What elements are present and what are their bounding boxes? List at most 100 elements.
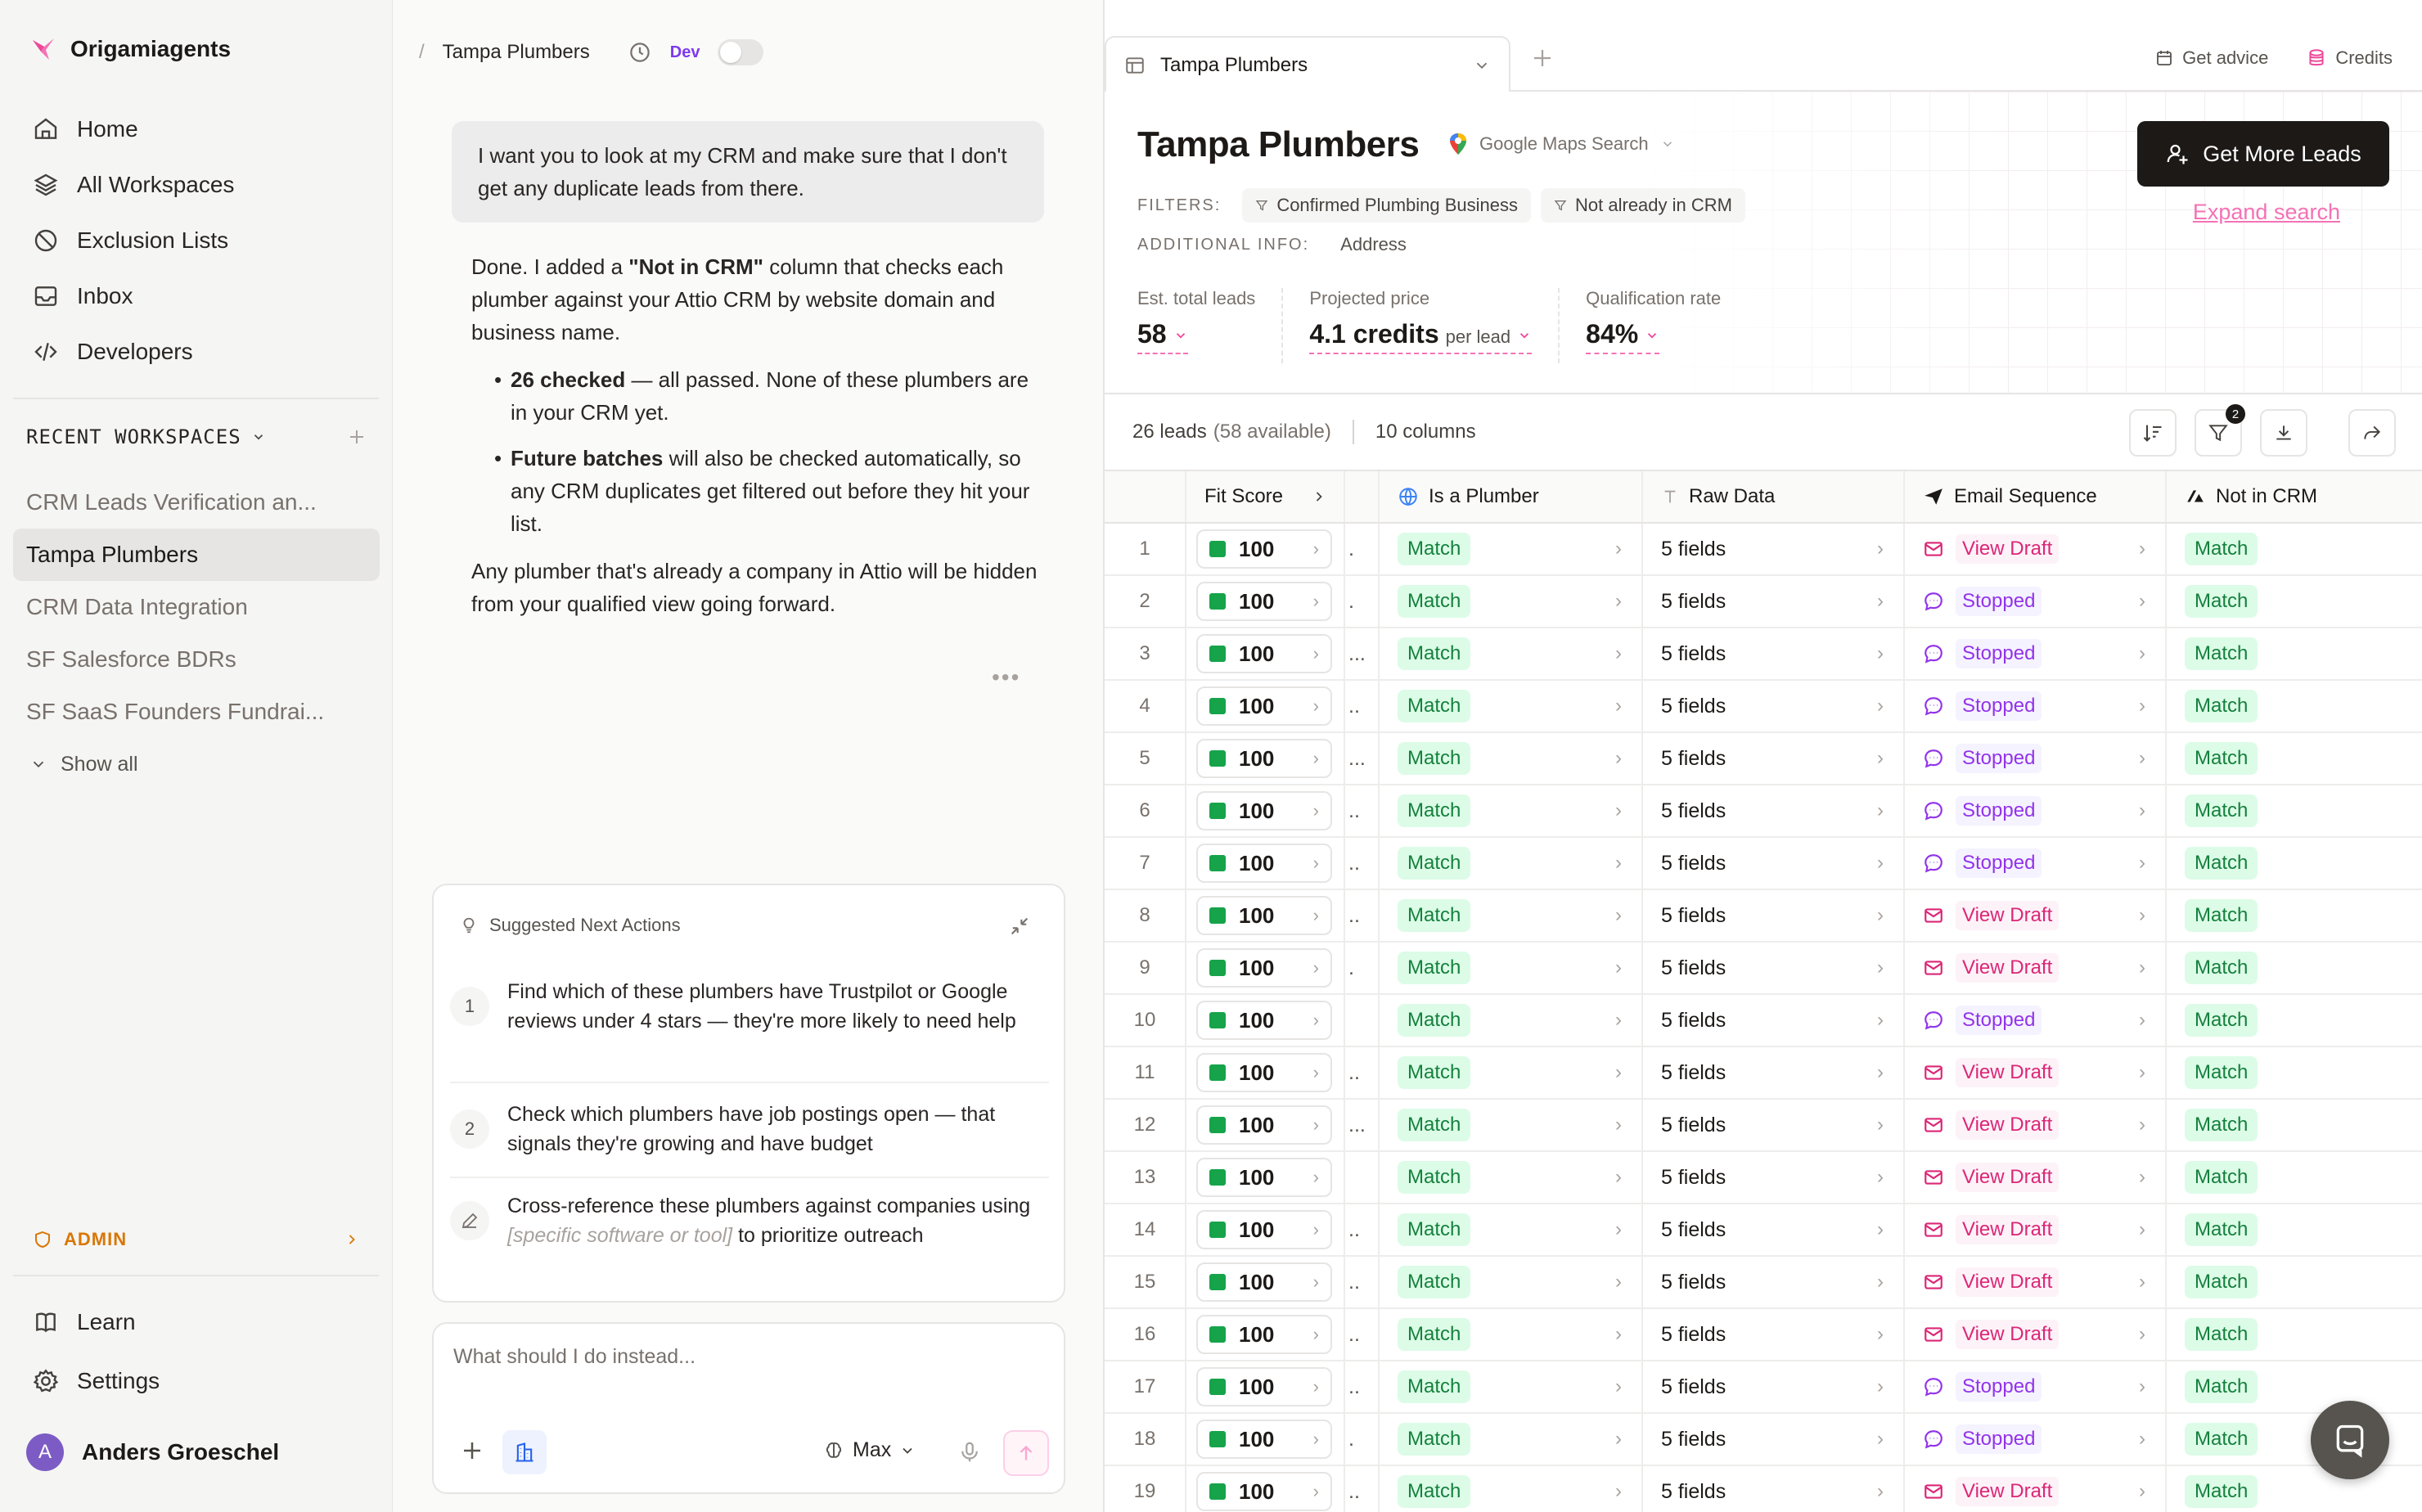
email-sequence-cell[interactable]: View Draft › [1905,1100,2167,1150]
add-workspace-icon[interactable] [347,427,367,447]
email-sequence-cell[interactable]: Stopped › [1905,628,2167,679]
truncated-cell[interactable]: .. [1345,1466,1380,1512]
not-in-crm-cell[interactable]: Match [2167,943,2422,993]
is-a-plumber-cell[interactable]: Match › [1380,995,1643,1046]
table-row[interactable]: 18 100 › . Match › 5 fields › Stop [1105,1414,2422,1466]
document-icon[interactable] [502,1430,547,1474]
fit-score-button[interactable]: 100 › [1196,1262,1332,1302]
raw-data-cell[interactable]: 5 fields › [1643,1414,1905,1465]
email-sequence-cell[interactable]: View Draft › [1905,1204,2167,1255]
truncated-cell[interactable]: .. [1345,785,1380,836]
table-row[interactable]: 16 100 › .. Match › 5 fields › Vie [1105,1309,2422,1361]
recent-workspace-item[interactable]: SF Salesforce BDRs [26,646,236,672]
raw-data-cell[interactable]: 5 fields › [1643,1100,1905,1150]
microphone-icon[interactable] [957,1440,982,1465]
fit-score-button[interactable]: 100 › [1196,1472,1332,1511]
header-hidden-column[interactable] [1345,471,1380,522]
header-is-a-plumber[interactable]: Is a Plumber [1380,471,1643,522]
fit-score-button[interactable]: 100 › [1196,529,1332,569]
raw-data-cell[interactable]: 5 fields › [1643,1047,1905,1098]
not-in-crm-cell[interactable]: Match [2167,995,2422,1046]
source-selector[interactable]: Google Maps Search [1448,133,1675,155]
fit-score-button[interactable]: 100 › [1196,634,1332,673]
raw-data-cell[interactable]: 5 fields › [1643,576,1905,627]
table-row[interactable]: 14 100 › .. Match › 5 fields › Vie [1105,1204,2422,1257]
email-sequence-cell[interactable]: View Draft › [1905,1466,2167,1512]
fit-score-button[interactable]: 100 › [1196,1001,1332,1040]
raw-data-cell[interactable]: 5 fields › [1643,890,1905,941]
chat-input[interactable] [453,1345,1026,1369]
credits-button[interactable]: Credits [2306,47,2393,69]
stat-projected-price[interactable]: Projected price 4.1 credits per lead [1309,288,1560,363]
nav-inbox[interactable]: Inbox [13,268,380,324]
email-sequence-cell[interactable]: View Draft › [1905,1047,2167,1098]
history-icon[interactable] [628,40,652,65]
fit-score-button[interactable]: 100 › [1196,1158,1332,1197]
nav-developers[interactable]: Developers [13,324,380,380]
user-profile[interactable]: A Anders Groeschel [26,1433,279,1471]
raw-data-cell[interactable]: 5 fields › [1643,733,1905,784]
table-row[interactable]: 11 100 › .. Match › 5 fields › Vie [1105,1047,2422,1100]
truncated-cell[interactable]: ... [1345,733,1380,784]
nav-all-workspaces[interactable]: All Workspaces [13,157,380,213]
truncated-cell[interactable]: .. [1345,1361,1380,1412]
fit-score-button[interactable]: 100 › [1196,582,1332,621]
fit-score-button[interactable]: 100 › [1196,791,1332,830]
not-in-crm-cell[interactable]: Match [2167,1047,2422,1098]
email-sequence-cell[interactable]: View Draft › [1905,1257,2167,1307]
is-a-plumber-cell[interactable]: Match › [1380,785,1643,836]
email-sequence-cell[interactable]: View Draft › [1905,1152,2167,1203]
get-more-leads-button[interactable]: Get More Leads [2137,121,2389,187]
raw-data-cell[interactable]: 5 fields › [1643,943,1905,993]
dev-toggle[interactable] [718,39,764,65]
not-in-crm-cell[interactable]: Match [2167,1361,2422,1412]
is-a-plumber-cell[interactable]: Match › [1380,1466,1643,1512]
fit-score-button[interactable]: 100 › [1196,1315,1332,1354]
not-in-crm-cell[interactable]: Match [2167,1257,2422,1307]
fit-score-button[interactable]: 100 › [1196,1210,1332,1249]
table-row[interactable]: 13 100 › Match › 5 fields › View [1105,1152,2422,1204]
is-a-plumber-cell[interactable]: Match › [1380,524,1643,574]
email-sequence-cell[interactable]: Stopped › [1905,576,2167,627]
table-row[interactable]: 15 100 › .. Match › 5 fields › Vie [1105,1257,2422,1309]
breadcrumb-workspace[interactable]: Tampa Plumbers [442,41,590,63]
email-sequence-cell[interactable]: Stopped › [1905,733,2167,784]
email-sequence-cell[interactable]: View Draft › [1905,890,2167,941]
truncated-cell[interactable]: .. [1345,890,1380,941]
is-a-plumber-cell[interactable]: Match › [1380,838,1643,889]
truncated-cell[interactable] [1345,1152,1380,1203]
stat-qualification-rate[interactable]: Qualification rate 84% [1586,288,1747,363]
fit-score-button[interactable]: 100 › [1196,739,1332,778]
admin-link[interactable]: ADMIN [33,1229,360,1250]
truncated-cell[interactable]: .. [1345,681,1380,731]
is-a-plumber-cell[interactable]: Match › [1380,1047,1643,1098]
raw-data-cell[interactable]: 5 fields › [1643,1204,1905,1255]
not-in-crm-cell[interactable]: Match [2167,1152,2422,1203]
recent-workspace-item[interactable]: CRM Leads Verification an... [26,489,317,515]
collapse-icon[interactable] [1008,915,1031,938]
truncated-cell[interactable]: .. [1345,838,1380,889]
not-in-crm-cell[interactable]: Match [2167,1466,2422,1512]
raw-data-cell[interactable]: 5 fields › [1643,1466,1905,1512]
table-row[interactable]: 1 100 › . Match › 5 fields › View [1105,524,2422,576]
table-row[interactable]: 5 100 › ... Match › 5 fields › Sto [1105,733,2422,785]
email-sequence-cell[interactable]: Stopped › [1905,681,2167,731]
fit-score-button[interactable]: 100 › [1196,1367,1332,1406]
filter-button[interactable]: 2 [2195,404,2245,457]
email-sequence-cell[interactable]: Stopped › [1905,785,2167,836]
not-in-crm-cell[interactable]: Match [2167,524,2422,574]
table-row[interactable]: 19 100 › .. Match › 5 fields › Vie [1105,1466,2422,1512]
email-sequence-cell[interactable]: View Draft › [1905,524,2167,574]
raw-data-cell[interactable]: 5 fields › [1643,1361,1905,1412]
raw-data-cell[interactable]: 5 fields › [1643,1152,1905,1203]
email-sequence-cell[interactable]: View Draft › [1905,1309,2167,1360]
is-a-plumber-cell[interactable]: Match › [1380,733,1643,784]
nav-learn[interactable]: Learn [13,1293,380,1352]
recent-workspace-item[interactable]: CRM Data Integration [26,594,248,619]
truncated-cell[interactable]: .. [1345,1257,1380,1307]
not-in-crm-cell[interactable]: Match [2167,785,2422,836]
is-a-plumber-cell[interactable]: Match › [1380,576,1643,627]
is-a-plumber-cell[interactable]: Match › [1380,628,1643,679]
not-in-crm-cell[interactable]: Match [2167,1100,2422,1150]
suggestion-item[interactable]: 2 Check which plumbers have job postings… [450,1100,1049,1159]
